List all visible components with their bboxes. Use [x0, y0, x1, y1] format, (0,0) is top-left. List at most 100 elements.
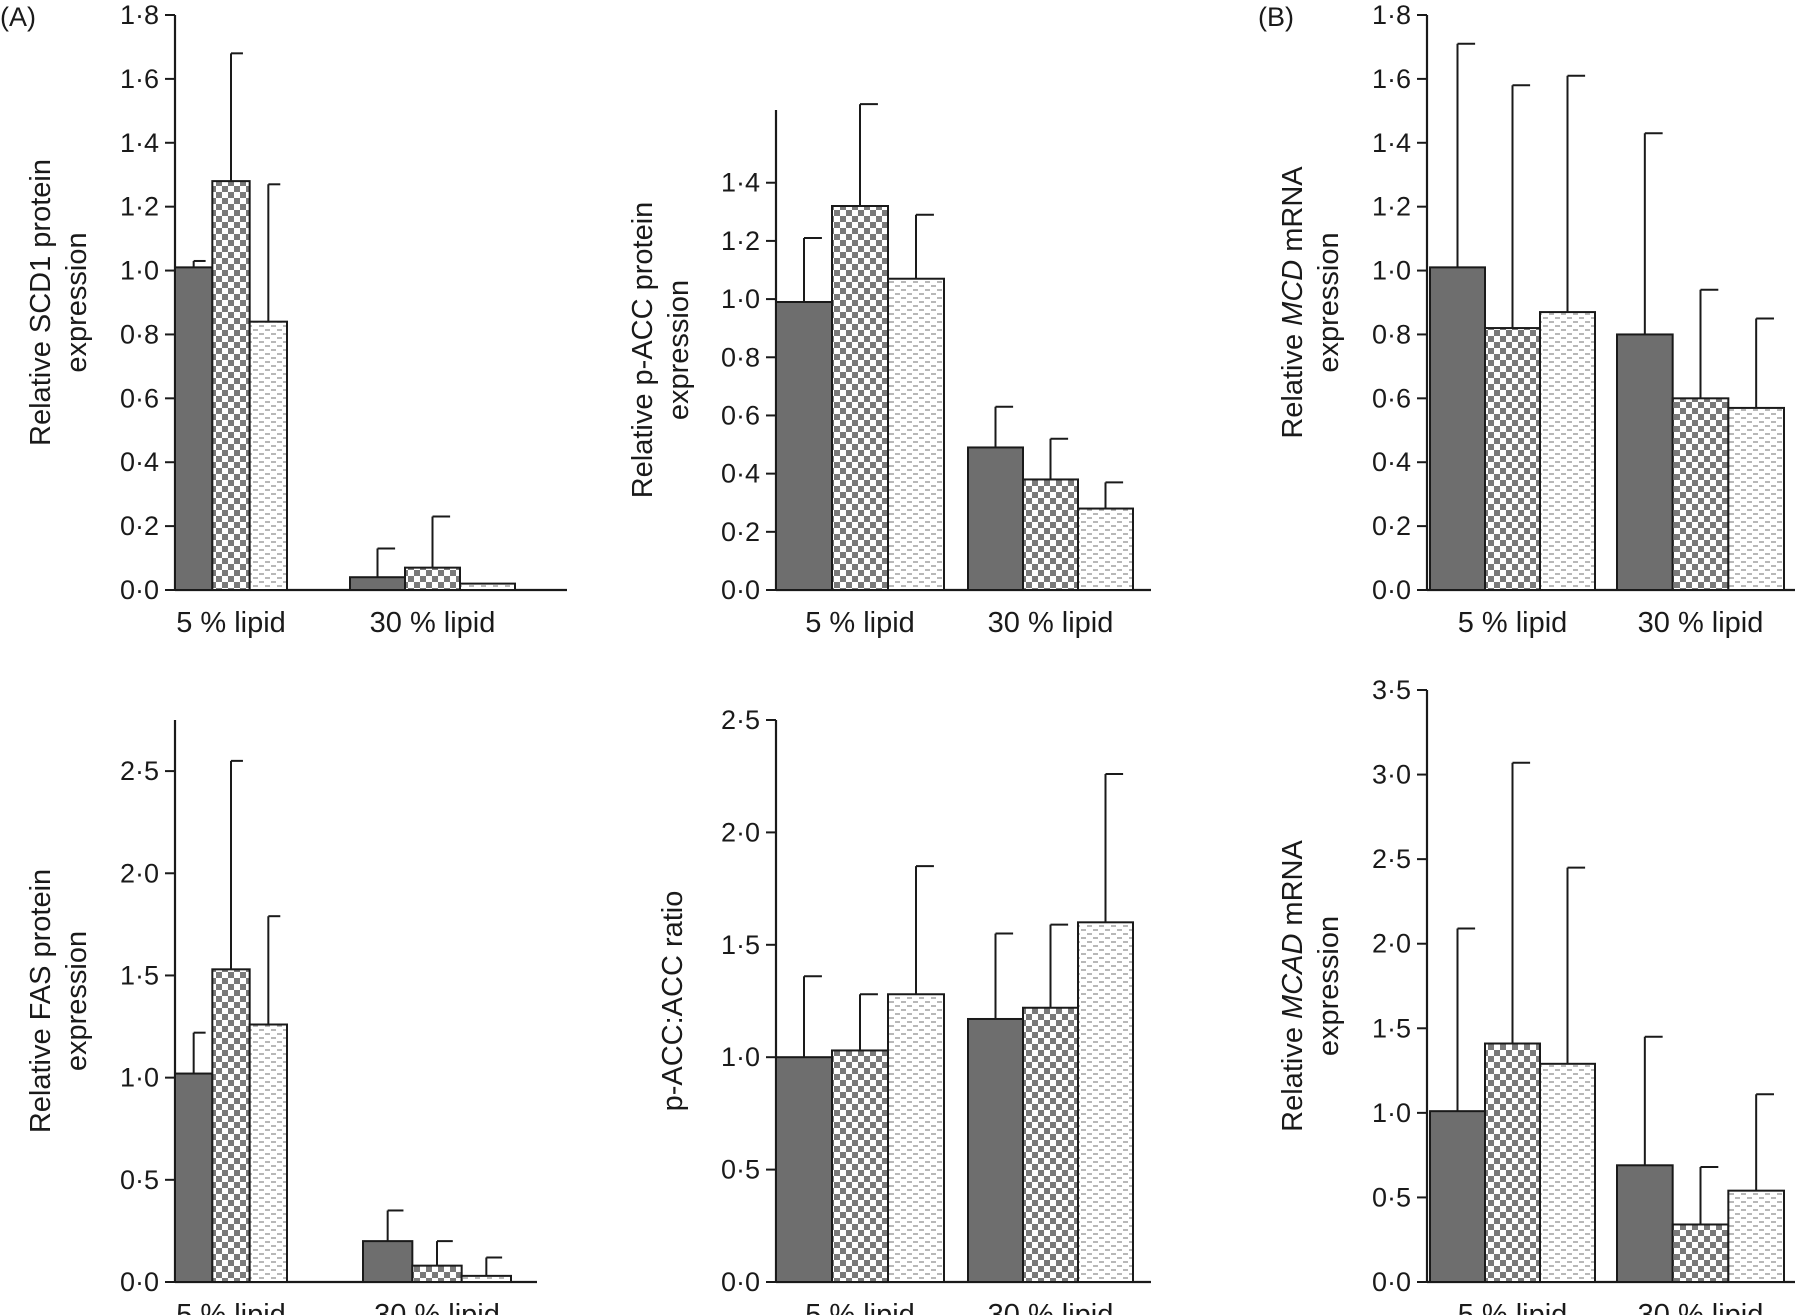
bar-solid-high-lipid — [349, 576, 406, 592]
y-tick-label: 1·2 — [120, 192, 159, 222]
y-tick-label: 2·5 — [1372, 844, 1411, 874]
y-tick-label: 0·4 — [721, 459, 760, 489]
y-tick-label: 0·2 — [120, 511, 159, 541]
y-tick-label: 2·5 — [120, 756, 159, 786]
bar-solid-high-lipid — [1616, 333, 1674, 592]
y-tick-label: 2·0 — [721, 817, 760, 847]
panel-label-b: (B) — [1258, 2, 1294, 32]
x-category-label: 30 % lipid — [1638, 607, 1764, 639]
y-tick-label: 1·0 — [721, 1042, 760, 1072]
bar-solid-low-lipid — [174, 266, 214, 591]
y-tick-label: 0·6 — [1372, 383, 1411, 413]
y-tick-label: 1·2 — [1372, 192, 1411, 222]
chart-pacc: 0·0 0·2 0·4 0·6 0·8 1·0 1·2 1·4 Relative p-ACC p… — [627, 103, 1151, 639]
x-category-label: 5 % lipid — [176, 1299, 286, 1315]
chart-scd1: 0·0 0·2 0·4 0·6 0·8 1·0 1·2 1·4 1·6 1·8 Relative S… — [25, 0, 567, 639]
bar-dash-low-lipid — [248, 320, 289, 591]
y-tick-label: 2·5 — [721, 705, 760, 735]
bar-dash-low-lipid — [248, 1023, 289, 1283]
chart-ratio: 0·0 0·5 1·0 1·5 2·0 2·5 p-ACC:ACC ratio 5 % lip… — [657, 705, 1151, 1315]
y-tick-label: 2·0 — [1372, 929, 1411, 959]
bar-solid-low-lipid — [1429, 1110, 1486, 1284]
panel-label-a: (A) — [0, 2, 36, 32]
x-category-label: 5 % lipid — [805, 1299, 915, 1315]
y-tick-label: 0·4 — [1372, 447, 1411, 477]
y-tick-label: 1·2 — [721, 226, 760, 256]
y-tick-label: 1·4 — [1372, 128, 1411, 158]
y-axis-label: Relative SCD1 protein — [25, 159, 57, 446]
bar-solid-high-lipid — [362, 1240, 414, 1284]
x-category-label: 30 % lipid — [988, 607, 1114, 639]
bar-dash-high-lipid — [1077, 507, 1134, 591]
bar-checker-low-lipid — [211, 968, 251, 1283]
charts-layer: 0·0 0·2 0·4 0·6 0·8 1·0 1·2 1·4 1·6 1·8 Relative S… — [25, 0, 1795, 1315]
bar-checker-high-lipid — [1671, 397, 1730, 592]
x-category-label: 5 % lipid — [805, 607, 915, 639]
bar-dash-low-lipid — [1539, 311, 1596, 591]
y-tick-label: 0·8 — [120, 319, 159, 349]
x-category-label: 30 % lipid — [988, 1299, 1114, 1315]
y-tick-label: 1·4 — [120, 128, 159, 158]
chart-mcad: 0·0 0·5 1·0 1·5 2·0 2·5 3·0 3·5 Relative MCAD mR… — [1277, 675, 1795, 1315]
x-category-label: 5 % lipid — [1458, 1299, 1568, 1315]
x-category-label: 5 % lipid — [1458, 607, 1568, 639]
bar-solid-low-lipid — [174, 1072, 214, 1283]
y-tick-label: 1·0 — [120, 256, 159, 286]
bar-dash-high-lipid — [1727, 1189, 1786, 1283]
y-tick-label: 0·4 — [120, 447, 159, 477]
y-axis-label: p-ACC:ACC ratio — [657, 891, 689, 1112]
bar-checker-low-lipid — [831, 1049, 889, 1284]
y-tick-label: 0·6 — [120, 383, 159, 413]
y-tick-label: 1·4 — [721, 168, 760, 198]
y-axis-label: expression — [61, 232, 93, 372]
y-tick-label: 0·5 — [721, 1155, 760, 1185]
bar-solid-low-lipid — [775, 301, 833, 591]
bar-checker-low-lipid — [1484, 327, 1541, 591]
y-tick-label: 1·6 — [1372, 64, 1411, 94]
bar-dash-high-lipid — [460, 1274, 512, 1284]
y-tick-label: 1·0 — [721, 284, 760, 314]
bar-checker-low-lipid — [211, 180, 251, 591]
bar-checker-high-lipid — [1022, 1006, 1079, 1284]
y-tick-label: 3·0 — [1372, 760, 1411, 790]
x-category-label: 5 % lipid — [176, 607, 286, 639]
y-tick-label: 1·0 — [1372, 1098, 1411, 1128]
y-axis-label: Relative FAS protein — [25, 869, 57, 1133]
bar-checker-high-lipid — [404, 566, 461, 592]
y-axis-label: expression — [1313, 232, 1345, 372]
y-tick-label: 3·5 — [1372, 675, 1411, 705]
y-tick-label: 0·2 — [1372, 511, 1411, 541]
bar-dash-low-lipid — [1539, 1062, 1596, 1283]
y-tick-label: 0·8 — [1372, 319, 1411, 349]
y-tick-label: 0·0 — [120, 1267, 159, 1297]
y-tick-label: 1·5 — [120, 960, 159, 990]
y-axis-label: Relative MCAD mRNA — [1277, 840, 1309, 1132]
y-tick-label: 0·0 — [721, 1267, 760, 1297]
bar-dash-high-lipid — [1077, 921, 1134, 1283]
bar-checker-high-lipid — [1022, 478, 1079, 592]
y-tick-label: 0·0 — [1372, 575, 1411, 605]
y-tick-label: 2·0 — [120, 858, 159, 888]
y-tick-label: 0·8 — [721, 342, 760, 372]
bar-solid-high-lipid — [1616, 1164, 1674, 1283]
bar-checker-low-lipid — [831, 205, 889, 591]
y-tick-label: 0·6 — [721, 400, 760, 430]
y-tick-label: 1·5 — [1372, 1013, 1411, 1043]
bar-checker-low-lipid — [1484, 1042, 1541, 1283]
bar-checker-high-lipid — [411, 1264, 463, 1283]
bar-dash-high-lipid — [459, 582, 516, 591]
y-tick-label: 1·0 — [1372, 256, 1411, 286]
y-axis-label: expression — [1313, 916, 1345, 1056]
y-tick-label: 1·0 — [120, 1063, 159, 1093]
y-axis-label: expression — [663, 280, 695, 420]
x-category-label: 30 % lipid — [370, 607, 496, 639]
chart-mcd: 0·0 0·2 0·4 0·6 0·8 1·0 1·2 1·4 1·6 1·8 Relative M… — [1277, 0, 1795, 639]
y-tick-label: 1·8 — [120, 0, 159, 30]
y-tick-label: 0·5 — [120, 1165, 159, 1195]
bar-dash-low-lipid — [887, 993, 945, 1283]
bar-dash-low-lipid — [887, 277, 945, 591]
bar-dash-high-lipid — [1727, 406, 1786, 591]
y-tick-label: 0·0 — [721, 575, 760, 605]
y-tick-label: 0·0 — [120, 575, 159, 605]
